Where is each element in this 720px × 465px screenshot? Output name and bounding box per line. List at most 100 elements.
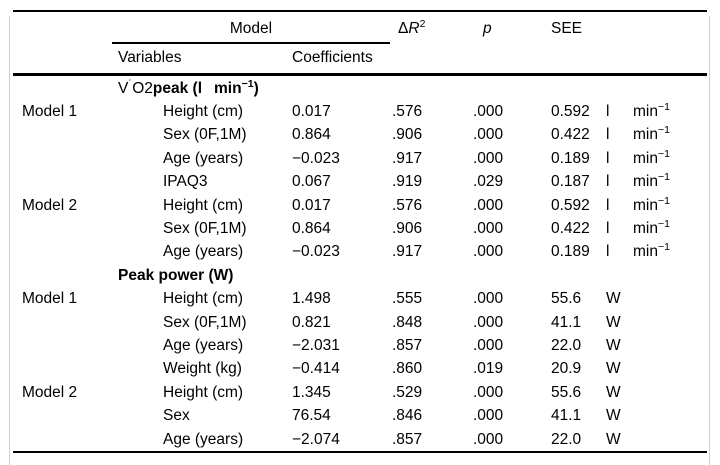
coefficient-value: 0.864 xyxy=(292,126,331,144)
variable-label: Height (cm) xyxy=(163,196,244,214)
coefficients-header: Coefficients xyxy=(292,49,373,66)
variable-label: Weight (kg) xyxy=(163,360,242,378)
unit2-label: min−1 xyxy=(633,194,670,214)
unit-label: l xyxy=(606,243,610,261)
table-row: Model 2 Height (cm) 1.345 .529 .000 55.6… xyxy=(13,381,707,404)
coefficient-value: 0.821 xyxy=(292,313,331,331)
unit-label: l xyxy=(606,126,610,144)
coefficient-value: 1.498 xyxy=(292,290,331,308)
unit2-label: min−1 xyxy=(633,171,670,191)
see-value: 0.187 xyxy=(551,173,590,191)
model-label: Model 1 xyxy=(22,290,78,308)
unit-label: W xyxy=(606,430,621,448)
coefficient-value: −2.074 xyxy=(292,430,340,448)
coefficient-value: 0.017 xyxy=(292,196,331,214)
variable-label: Sex (0F,1M) xyxy=(163,220,247,238)
variable-label: Age (years) xyxy=(163,430,244,448)
p-value: .000 xyxy=(473,103,504,121)
model-label: Model 1 xyxy=(22,103,78,121)
variable-label: Sex (0F,1M) xyxy=(163,313,247,331)
model-group-header: Model xyxy=(229,20,273,37)
unit-label: l xyxy=(606,103,610,121)
table-body: V˙O2peak (l min−1) Model 1 Height (cm) 0.… xyxy=(13,77,707,451)
delta-r2-value: .555 xyxy=(392,290,423,308)
p-value: .000 xyxy=(473,313,504,331)
unit2-label: min−1 xyxy=(633,241,670,261)
unit2-label: min−1 xyxy=(633,217,670,238)
delta-r2-value: .848 xyxy=(392,313,423,331)
figure-right-border xyxy=(709,16,710,465)
table-top-rule xyxy=(13,10,707,12)
see-value: 0.189 xyxy=(551,149,590,167)
see-value: 55.6 xyxy=(551,290,582,308)
section-heading-row-peak-power: Peak power (W) xyxy=(13,264,707,287)
delta-r2-value: .857 xyxy=(392,336,423,354)
unit2-label: min−1 xyxy=(633,100,670,121)
p-value: .000 xyxy=(473,430,504,448)
coefficient-value: −0.414 xyxy=(292,360,340,378)
p-value: .029 xyxy=(473,173,504,191)
see-value: 0.592 xyxy=(551,103,590,121)
p-value: .000 xyxy=(473,290,504,308)
p-value: .000 xyxy=(473,383,504,401)
see-value: 22.0 xyxy=(551,430,582,448)
delta-r2-value: .906 xyxy=(392,126,423,144)
table-row: Sex (0F,1M) 0.864 .906 .000 0.422 l min−… xyxy=(13,217,707,240)
variable-label: Sex (0F,1M) xyxy=(163,126,247,144)
header-thick-rule xyxy=(13,73,707,76)
model-label: Model 2 xyxy=(22,196,78,214)
delta-r2-value: .906 xyxy=(392,220,423,238)
r-symbol: R xyxy=(408,20,420,37)
p-value: .019 xyxy=(473,360,504,378)
coefficient-value: −2.031 xyxy=(292,336,340,354)
v-dot-accent: ˙ xyxy=(128,77,133,91)
variable-label: Height (cm) xyxy=(163,383,244,401)
variable-label: Height (cm) xyxy=(163,290,244,308)
see-header: SEE xyxy=(551,20,583,37)
see-value: 0.189 xyxy=(551,243,590,261)
unit-label: W xyxy=(606,290,621,308)
delta-r2-header: ΔR2 xyxy=(398,19,425,38)
coefficient-value: −0.023 xyxy=(292,243,340,261)
table-row: Age (years) −0.023 .917 .000 0.189 l min… xyxy=(13,241,707,264)
p-value: .000 xyxy=(473,336,504,354)
section-heading-row-vo2peak: V˙O2peak (l min−1) xyxy=(13,77,707,100)
section-heading-close-paren: ) xyxy=(253,79,259,97)
variables-header: Variables xyxy=(118,49,182,66)
p-value: .000 xyxy=(473,243,504,261)
table-row: Age (years) −2.074 .857 .000 22.0 W xyxy=(13,428,707,451)
table-row: Age (years) −2.031 .857 .000 22.0 W xyxy=(13,334,707,357)
unit-label: l xyxy=(606,220,610,238)
section-heading-peak-power: Peak power (W) xyxy=(118,266,234,284)
see-value: 22.0 xyxy=(551,336,582,354)
delta-r2-value: .857 xyxy=(392,430,423,448)
delta-r2-value: .917 xyxy=(392,149,423,167)
table-row: Sex (0F,1M) 0.821 .848 .000 41.1 W xyxy=(13,311,707,334)
unit2-label: min−1 xyxy=(633,147,670,167)
coefficient-value: 76.54 xyxy=(292,407,331,425)
vo2-rest: O2 xyxy=(132,79,153,97)
see-value: 41.1 xyxy=(551,407,582,425)
coefficient-value: 0.067 xyxy=(292,173,331,191)
p-value: .000 xyxy=(473,196,504,214)
delta-r2-value: .860 xyxy=(392,360,423,378)
delta-r2-value: .576 xyxy=(392,196,423,214)
section-heading-vo2peak: V˙O2peak (l min−1) xyxy=(118,77,707,98)
section-heading-bold-part: peak (l xyxy=(152,79,203,97)
coefficient-value: 1.345 xyxy=(292,383,331,401)
unit-label: W xyxy=(606,407,621,425)
delta-r2-value: .919 xyxy=(392,173,423,191)
delta-r2-value: .846 xyxy=(392,407,423,425)
delta-symbol: Δ xyxy=(398,20,409,37)
figure-left-border xyxy=(9,16,10,465)
variable-label: Age (years) xyxy=(163,243,244,261)
unit-label: W xyxy=(606,383,621,401)
section-heading-unit-exp: −1 xyxy=(241,77,254,90)
variable-label: Sex xyxy=(163,407,190,425)
delta-r2-value: .576 xyxy=(392,103,423,121)
coefficient-value: 0.864 xyxy=(292,220,331,238)
vo2-prefix: V xyxy=(118,79,129,97)
delta-r2-value: .529 xyxy=(392,383,423,401)
variable-label: Age (years) xyxy=(163,149,244,167)
